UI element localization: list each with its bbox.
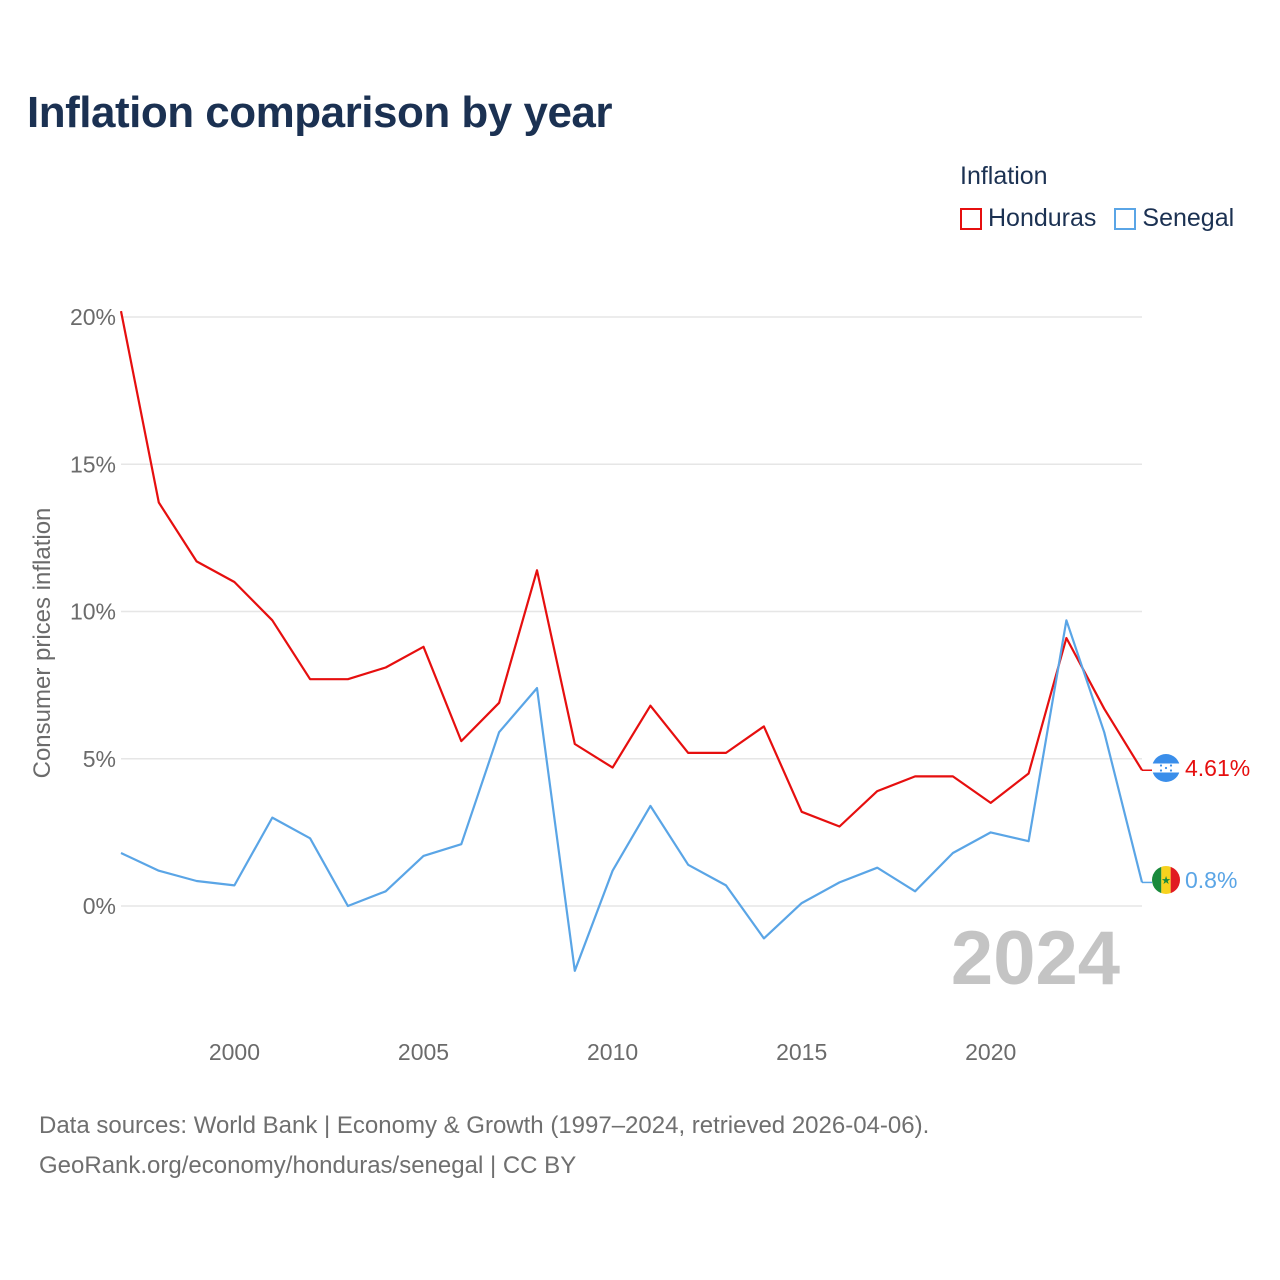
legend-item-honduras[interactable]: Honduras xyxy=(960,204,1096,233)
legend-label-honduras: Honduras xyxy=(988,204,1097,232)
series-line-honduras[interactable] xyxy=(119,310,1143,828)
legend: Honduras Senegal xyxy=(960,204,1234,233)
y-tick-label: 10% xyxy=(70,599,116,625)
x-tick-label: 2010 xyxy=(587,1039,638,1065)
legend-swatch-honduras xyxy=(960,207,982,230)
y-axis-ticks: 0% 5% 10% 15% 20% xyxy=(70,304,116,919)
y-tick-label: 20% xyxy=(70,304,116,330)
footer-link[interactable]: GeoRank.org/economy/honduras/senegal | C… xyxy=(39,1152,577,1179)
year-watermark: 2024 xyxy=(951,916,1120,1001)
series-end-labels: 4.61% ★ 0.8% xyxy=(1142,754,1250,894)
series-line-senegal[interactable] xyxy=(120,619,1144,972)
footer: Data sources: World Bank | Economy & Gro… xyxy=(39,1106,929,1186)
gridlines xyxy=(121,316,1142,907)
x-tick-label: 2000 xyxy=(209,1039,260,1065)
y-tick-label: 15% xyxy=(70,451,116,477)
chart-title: Inflation comparison by year xyxy=(27,88,613,137)
end-value-label-senegal: 0.8% xyxy=(1185,867,1237,893)
x-tick-label: 2005 xyxy=(398,1039,449,1065)
y-axis-label: Consumer prices inflation xyxy=(29,508,56,779)
x-tick-label: 2020 xyxy=(965,1039,1016,1065)
footer-sources: Data sources: World Bank | Economy & Gro… xyxy=(39,1112,930,1139)
y-tick-label: 5% xyxy=(83,746,116,772)
legend-item-senegal[interactable]: Senegal xyxy=(1114,204,1234,233)
x-axis-ticks: 2000 2005 2010 2015 2020 xyxy=(209,1039,1016,1065)
senegal-flag-icon: ★ xyxy=(1152,866,1180,894)
end-value-label-honduras: 4.61% xyxy=(1185,755,1250,781)
y-tick-label: 0% xyxy=(83,893,116,919)
series-lines xyxy=(119,310,1144,972)
svg-text:★: ★ xyxy=(1161,875,1171,887)
x-tick-label: 2015 xyxy=(776,1039,827,1065)
legend-swatch-senegal xyxy=(1114,207,1137,230)
legend-title: Inflation xyxy=(960,162,1048,190)
legend-label-senegal: Senegal xyxy=(1142,204,1235,232)
honduras-flag-icon xyxy=(1152,754,1180,782)
